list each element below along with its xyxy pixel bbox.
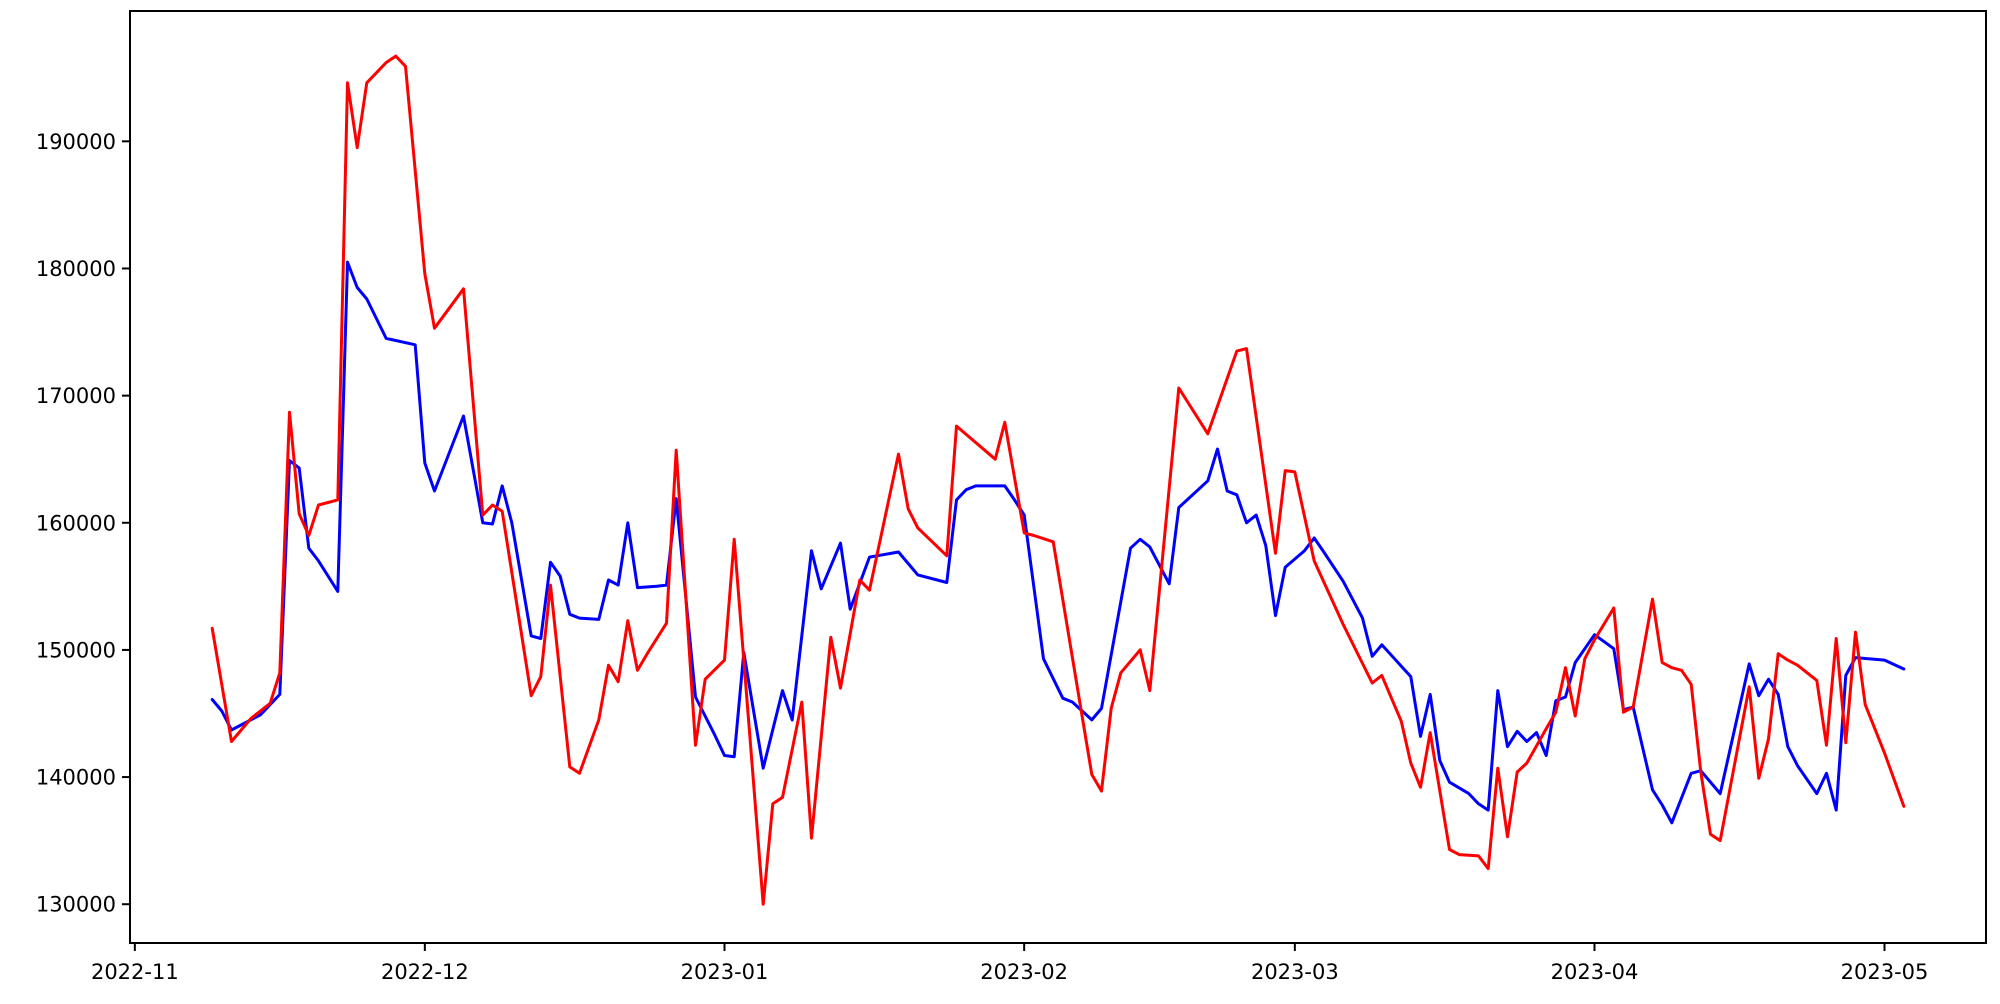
x-tick-label: 2023-02 (980, 960, 1068, 984)
y-tick-label: 160000 (36, 511, 116, 535)
x-tick-label: 2023-05 (1841, 960, 1929, 984)
y-tick-label: 150000 (36, 638, 116, 662)
x-tick-label: 2023-04 (1551, 960, 1639, 984)
axes-frame (129, 10, 1987, 944)
x-tick-label: 2023-01 (681, 960, 769, 984)
y-tick-label: 130000 (36, 893, 116, 917)
y-tick-label: 190000 (36, 130, 116, 154)
red-series-line (210, 54, 1906, 906)
y-tick-label: 170000 (36, 384, 116, 408)
y-tick-label: 180000 (36, 257, 116, 281)
x-tick-label: 2022-11 (91, 960, 179, 984)
x-tick-label: 2022-12 (381, 960, 469, 984)
x-tick-label: 2023-03 (1251, 960, 1339, 984)
blue-series-line (210, 260, 1906, 825)
y-tick-label: 140000 (36, 766, 116, 790)
